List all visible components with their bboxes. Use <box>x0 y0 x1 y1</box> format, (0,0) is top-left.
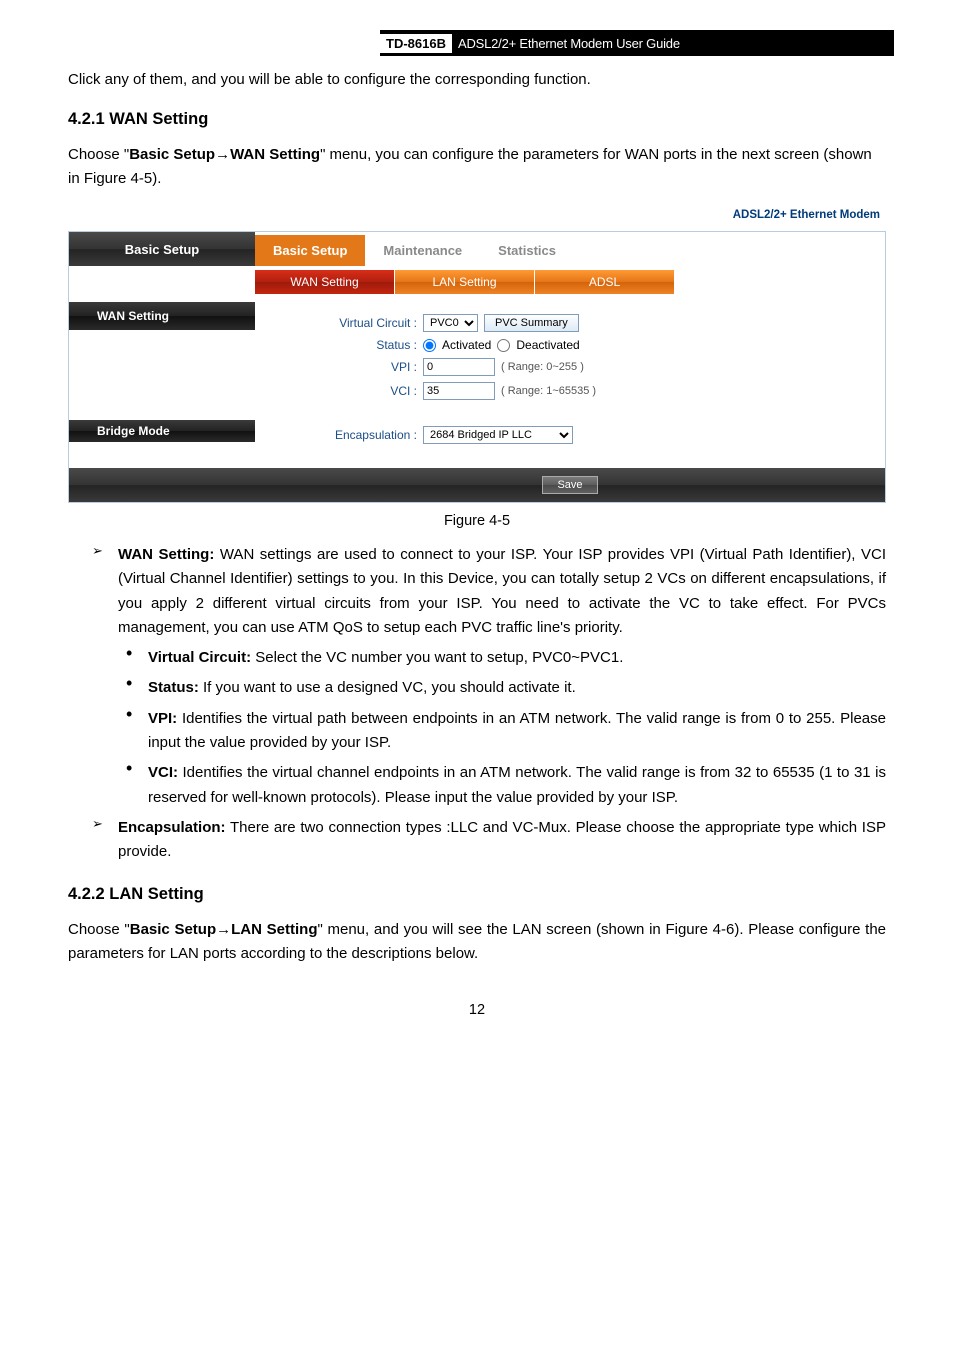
bullet-icon: • <box>126 646 148 670</box>
text: Choose " <box>68 921 130 938</box>
bullet-icon: ➢ <box>92 543 118 640</box>
virtualcircuit-select[interactable]: PVC0 <box>423 314 478 332</box>
sidebar-basic-setup[interactable]: Basic Setup <box>69 232 255 266</box>
vci-bullet: VCI: Identifies the virtual channel endp… <box>148 761 886 810</box>
adsl-modem-title: ADSL2/2+ Ethernet Modem <box>68 209 886 223</box>
subtab-wan[interactable]: WAN Setting <box>255 270 395 294</box>
status-bullet: Status: If you want to use a designed VC… <box>148 676 576 700</box>
vpi-bullet: VPI: Identifies the virtual path between… <box>148 707 886 756</box>
wan-setting-bullet: WAN Setting: WAN settings are used to co… <box>118 543 886 640</box>
sidebar-wan-setting[interactable]: WAN Setting <box>69 302 255 330</box>
wan-form: Virtual Circuit : PVC0 PVC Summary Statu… <box>255 302 885 420</box>
figure-label: Figure 4-5 <box>68 513 886 529</box>
tab-statistics[interactable]: Statistics <box>480 235 574 266</box>
pvc-summary-button[interactable]: PVC Summary <box>484 314 579 332</box>
sidebar: Basic Setup <box>69 232 255 270</box>
bullet-icon: • <box>126 707 148 756</box>
tab-basic-setup[interactable]: Basic Setup <box>255 235 365 266</box>
modem-ui-screenshot: Basic Setup Basic Setup Maintenance Stat… <box>68 231 886 503</box>
bullet-icon: ➢ <box>92 816 118 865</box>
lan-setting-paragraph: Choose "Basic Setup→LAN Setting" menu, a… <box>68 918 886 966</box>
save-button[interactable]: Save <box>542 476 597 494</box>
header-title: ADSL2/2+ Ethernet Modem User Guide <box>458 36 680 51</box>
virtual-circuit-bullet: Virtual Circuit: Select the VC number yo… <box>148 646 623 670</box>
heading-lan-setting: 4.2.2 LAN Setting <box>68 885 886 904</box>
tab-maintenance[interactable]: Maintenance <box>365 235 480 266</box>
page-number: 12 <box>68 1002 886 1018</box>
vpi-hint: ( Range: 0~255 ) <box>501 361 584 373</box>
text-bold: Basic Setup→LAN Setting <box>130 921 318 938</box>
sidebar-bridge-mode[interactable]: Bridge Mode <box>69 420 255 442</box>
sub-tabs: WAN Setting LAN Setting ADSL <box>255 270 885 294</box>
text: Choose " <box>68 146 129 163</box>
status-deactivated-text: Deactivated <box>516 338 579 352</box>
wan-setting-paragraph: Choose "Basic Setup→WAN Setting" menu, y… <box>68 143 886 191</box>
vpi-label: VPI : <box>263 360 423 374</box>
status-activated-radio[interactable] <box>423 339 436 352</box>
subtab-lan[interactable]: LAN Setting <box>395 270 535 294</box>
encapsulation-select[interactable]: 2684 Bridged IP LLC <box>423 426 573 444</box>
intro-text: Click any of them, and you will be able … <box>68 68 886 92</box>
encapsulation-bullet: Encapsulation: There are two connection … <box>118 816 886 865</box>
status-activated-text: Activated <box>442 338 491 352</box>
virtualcircuit-label: Virtual Circuit : <box>263 316 423 330</box>
bullet-icon: • <box>126 761 148 810</box>
doc-header: TD-8616B ADSL2/2+ Ethernet Modem User Gu… <box>380 30 894 56</box>
encapsulation-label: Encapsulation : <box>263 428 423 442</box>
vci-label: VCI : <box>263 384 423 398</box>
status-deactivated-radio[interactable] <box>497 339 510 352</box>
subtab-adsl[interactable]: ADSL <box>535 270 675 294</box>
main-tabs: Basic Setup Maintenance Statistics <box>255 232 885 266</box>
text-bold: Basic Setup→WAN Setting <box>129 146 320 163</box>
heading-wan-setting: 4.2.1 WAN Setting <box>68 110 886 129</box>
vci-hint: ( Range: 1~65535 ) <box>501 385 596 397</box>
vci-input[interactable] <box>423 382 495 400</box>
model-label: TD-8616B <box>380 34 452 53</box>
vpi-input[interactable] <box>423 358 495 376</box>
bullet-icon: • <box>126 676 148 700</box>
status-label: Status : <box>263 338 423 352</box>
